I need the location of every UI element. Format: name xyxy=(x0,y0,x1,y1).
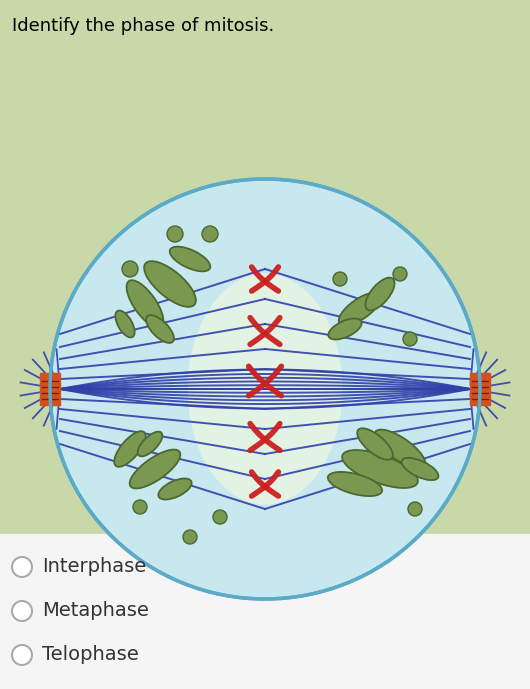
Circle shape xyxy=(393,267,407,281)
Ellipse shape xyxy=(375,429,426,469)
Ellipse shape xyxy=(158,478,192,500)
Text: Telophase: Telophase xyxy=(42,646,139,664)
Ellipse shape xyxy=(127,280,163,328)
Text: Interphase: Interphase xyxy=(42,557,146,577)
Ellipse shape xyxy=(130,450,180,489)
Circle shape xyxy=(183,530,197,544)
Ellipse shape xyxy=(402,458,438,480)
Circle shape xyxy=(333,272,347,286)
Ellipse shape xyxy=(357,429,393,460)
Circle shape xyxy=(408,502,422,516)
Ellipse shape xyxy=(146,315,174,343)
Circle shape xyxy=(167,226,183,242)
Circle shape xyxy=(12,557,32,577)
Circle shape xyxy=(213,510,227,524)
Ellipse shape xyxy=(329,318,361,340)
Ellipse shape xyxy=(170,247,210,271)
Ellipse shape xyxy=(138,431,162,456)
Circle shape xyxy=(403,332,417,346)
Bar xyxy=(470,373,490,405)
Bar xyxy=(40,373,60,405)
Ellipse shape xyxy=(144,261,196,307)
Bar xyxy=(0,534,530,689)
Ellipse shape xyxy=(342,450,418,488)
Ellipse shape xyxy=(188,274,342,504)
Circle shape xyxy=(122,261,138,277)
Circle shape xyxy=(133,500,147,514)
Ellipse shape xyxy=(328,472,382,496)
Ellipse shape xyxy=(114,431,146,467)
Ellipse shape xyxy=(365,278,395,310)
Bar xyxy=(0,0,530,534)
Text: Metaphase: Metaphase xyxy=(42,601,149,621)
Ellipse shape xyxy=(339,293,381,325)
Circle shape xyxy=(12,601,32,621)
Ellipse shape xyxy=(50,179,480,599)
Circle shape xyxy=(202,226,218,242)
Text: Identify the phase of mitosis.: Identify the phase of mitosis. xyxy=(12,17,274,35)
Ellipse shape xyxy=(116,311,135,338)
Circle shape xyxy=(12,645,32,665)
